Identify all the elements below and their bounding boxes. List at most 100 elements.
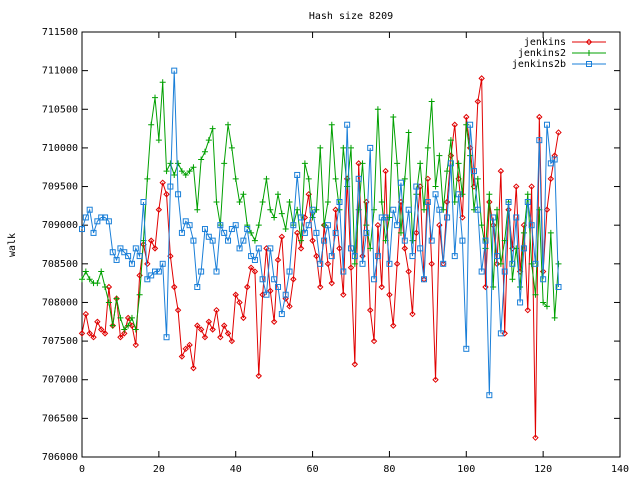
chart-title: Hash size 8209 [309,11,393,22]
point [255,372,262,380]
point [409,237,416,244]
point [551,314,558,321]
point [178,229,185,236]
point [359,260,366,267]
point [397,179,404,186]
point [401,175,408,182]
point [155,206,163,213]
point [474,175,481,182]
point [501,268,508,275]
point [378,283,385,291]
y-tick-label: 707000 [42,375,78,386]
point [351,361,359,368]
point [428,237,435,244]
point [336,199,343,205]
point [390,206,397,213]
point [240,314,247,322]
point [382,214,389,221]
point [175,160,182,167]
point [240,191,247,198]
point [509,260,516,267]
point [436,206,443,213]
point [486,191,493,198]
point [348,245,354,252]
point [317,283,324,291]
point [121,249,128,256]
point [463,113,470,121]
point [444,168,451,175]
point [190,164,197,171]
point [109,249,116,256]
point [463,121,470,128]
point [470,168,477,175]
point [421,276,428,283]
point [105,299,112,306]
point [171,171,178,178]
point [390,322,397,329]
point [309,237,316,244]
point [82,214,89,221]
point [474,98,482,105]
point [355,175,362,182]
point [278,311,285,318]
point [436,221,443,229]
point [186,168,193,175]
legend-label: jenkins [524,37,566,48]
point [113,256,120,263]
point [194,322,201,329]
point [194,284,201,290]
y-tick-label: 708500 [42,259,78,270]
point [163,191,170,198]
x-tick-label: 140 [611,464,629,475]
point [378,214,385,221]
point [428,98,435,105]
point [286,199,293,205]
point [209,125,216,132]
y-tick-label: 710500 [42,104,78,115]
point [305,175,312,182]
point [140,199,147,205]
point [540,299,547,306]
point [255,222,262,229]
point [394,222,401,229]
point [409,310,416,318]
point [478,222,485,229]
point [293,229,301,237]
point [98,268,105,275]
point [444,214,451,221]
point [401,237,408,244]
point [324,199,331,205]
point [163,334,170,341]
point [205,137,212,144]
point [217,334,224,341]
point [374,253,381,260]
point [228,337,236,345]
point [497,167,505,175]
point [305,222,312,229]
point [313,206,320,213]
point [440,260,447,267]
point [152,94,159,101]
point [121,326,128,333]
point [182,171,189,178]
y-tick-label: 708000 [42,297,78,308]
point [390,114,397,120]
point [178,168,185,175]
y-tick-label: 711000 [42,66,78,77]
point [370,337,378,345]
point [298,214,305,221]
point [117,314,124,321]
point [543,121,550,128]
point [494,253,501,260]
point [317,144,324,151]
point [386,214,393,221]
point [447,160,454,167]
point [440,206,447,213]
point [520,229,527,236]
point [421,206,428,213]
point [405,268,412,275]
point [220,322,228,329]
point [382,167,389,175]
point [148,272,155,279]
